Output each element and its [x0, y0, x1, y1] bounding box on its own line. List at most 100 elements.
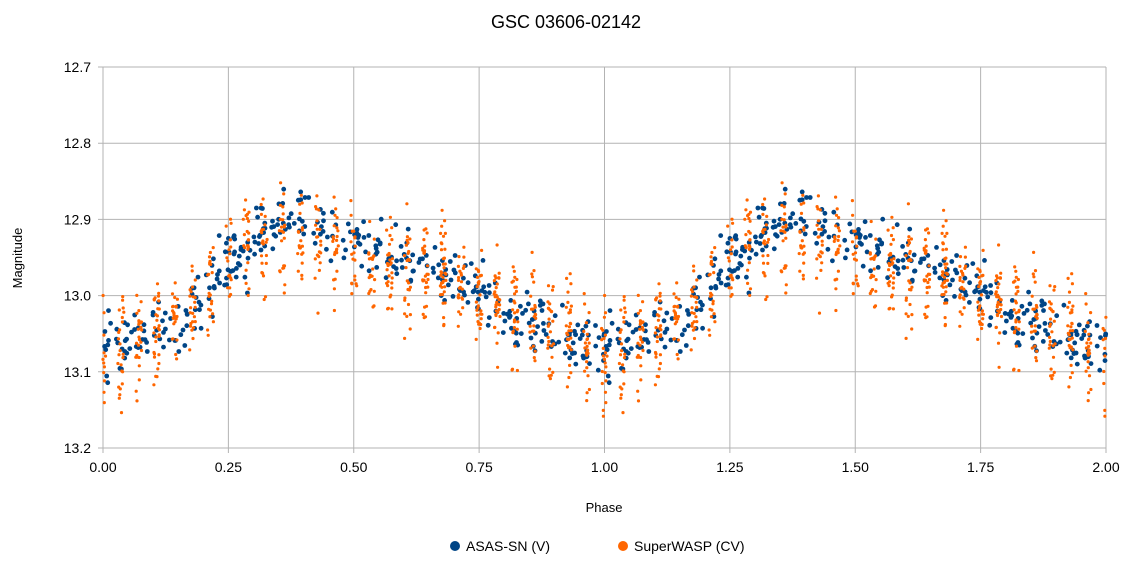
data-point — [465, 300, 471, 305]
data-point — [387, 274, 391, 278]
data-point — [373, 278, 377, 282]
data-point — [116, 337, 121, 341]
data-point — [988, 290, 994, 296]
data-point — [1020, 331, 1026, 336]
data-point — [556, 339, 562, 345]
data-point — [374, 265, 380, 270]
data-point — [137, 335, 141, 339]
data-point — [834, 308, 838, 313]
data-point — [636, 399, 641, 403]
data-point — [836, 238, 840, 242]
data-point — [943, 324, 947, 328]
data-point — [363, 249, 368, 255]
data-point — [190, 285, 195, 289]
data-point — [462, 255, 466, 259]
data-point — [461, 275, 466, 281]
data-point — [603, 390, 608, 394]
data-point — [600, 338, 604, 342]
data-point — [622, 356, 627, 360]
data-point — [512, 318, 517, 322]
data-point — [246, 238, 250, 242]
data-point — [224, 240, 229, 246]
data-point — [385, 268, 389, 272]
data-point — [601, 408, 605, 412]
data-point — [135, 355, 139, 359]
data-point — [707, 328, 711, 332]
data-point — [1070, 282, 1074, 286]
data-point — [999, 314, 1004, 319]
data-point — [937, 262, 943, 268]
data-point — [315, 227, 319, 231]
data-point — [641, 300, 645, 304]
data-point — [676, 314, 681, 319]
data-point — [121, 356, 125, 360]
data-point — [137, 309, 141, 313]
data-point — [1034, 359, 1039, 363]
data-point — [834, 195, 838, 199]
data-point — [152, 297, 156, 301]
data-point — [927, 264, 931, 268]
data-point — [546, 346, 550, 350]
data-point — [261, 274, 266, 278]
data-point — [321, 218, 326, 224]
data-point — [814, 240, 820, 246]
data-point — [501, 311, 507, 316]
data-point — [233, 274, 239, 280]
data-point — [904, 296, 909, 300]
data-point — [118, 349, 122, 353]
data-point — [520, 311, 525, 316]
data-point — [314, 223, 318, 227]
data-point — [551, 285, 555, 289]
data-point — [264, 253, 268, 258]
data-point — [311, 230, 317, 236]
data-point — [621, 369, 625, 373]
data-point — [906, 314, 910, 318]
data-point — [494, 286, 498, 290]
data-point — [967, 280, 972, 286]
data-point — [779, 269, 783, 273]
data-point — [102, 333, 106, 337]
data-point — [982, 258, 987, 263]
data-point — [421, 278, 425, 282]
data-point — [708, 333, 712, 337]
data-point — [943, 257, 947, 261]
data-point — [851, 292, 855, 296]
data-point — [655, 339, 659, 344]
data-point — [480, 258, 486, 263]
data-point — [242, 208, 246, 212]
data-point — [388, 262, 392, 266]
data-point — [962, 275, 968, 281]
data-point — [120, 320, 124, 324]
data-point — [207, 272, 211, 276]
data-point — [391, 264, 396, 269]
data-point — [831, 209, 837, 215]
data-point — [891, 281, 895, 285]
data-point — [546, 335, 550, 339]
data-point — [443, 231, 447, 235]
data-point — [799, 202, 803, 206]
data-point — [730, 238, 734, 242]
data-point — [299, 193, 303, 197]
data-point — [262, 297, 266, 302]
data-point — [319, 243, 323, 247]
data-point — [277, 229, 281, 233]
data-point — [709, 291, 713, 295]
data-point — [640, 325, 645, 329]
data-point — [163, 326, 168, 332]
data-point — [567, 375, 571, 380]
data-point — [564, 324, 568, 328]
data-point — [483, 294, 489, 300]
data-point — [121, 306, 125, 310]
data-point — [724, 249, 730, 255]
data-point — [367, 252, 371, 256]
data-point — [924, 305, 928, 309]
data-point — [820, 239, 824, 243]
data-point — [101, 357, 105, 361]
data-point — [386, 284, 390, 288]
data-point — [609, 320, 615, 326]
data-point — [191, 336, 195, 341]
data-point — [188, 348, 192, 352]
data-point — [874, 278, 878, 282]
data-point — [944, 285, 948, 289]
data-point — [457, 286, 462, 290]
